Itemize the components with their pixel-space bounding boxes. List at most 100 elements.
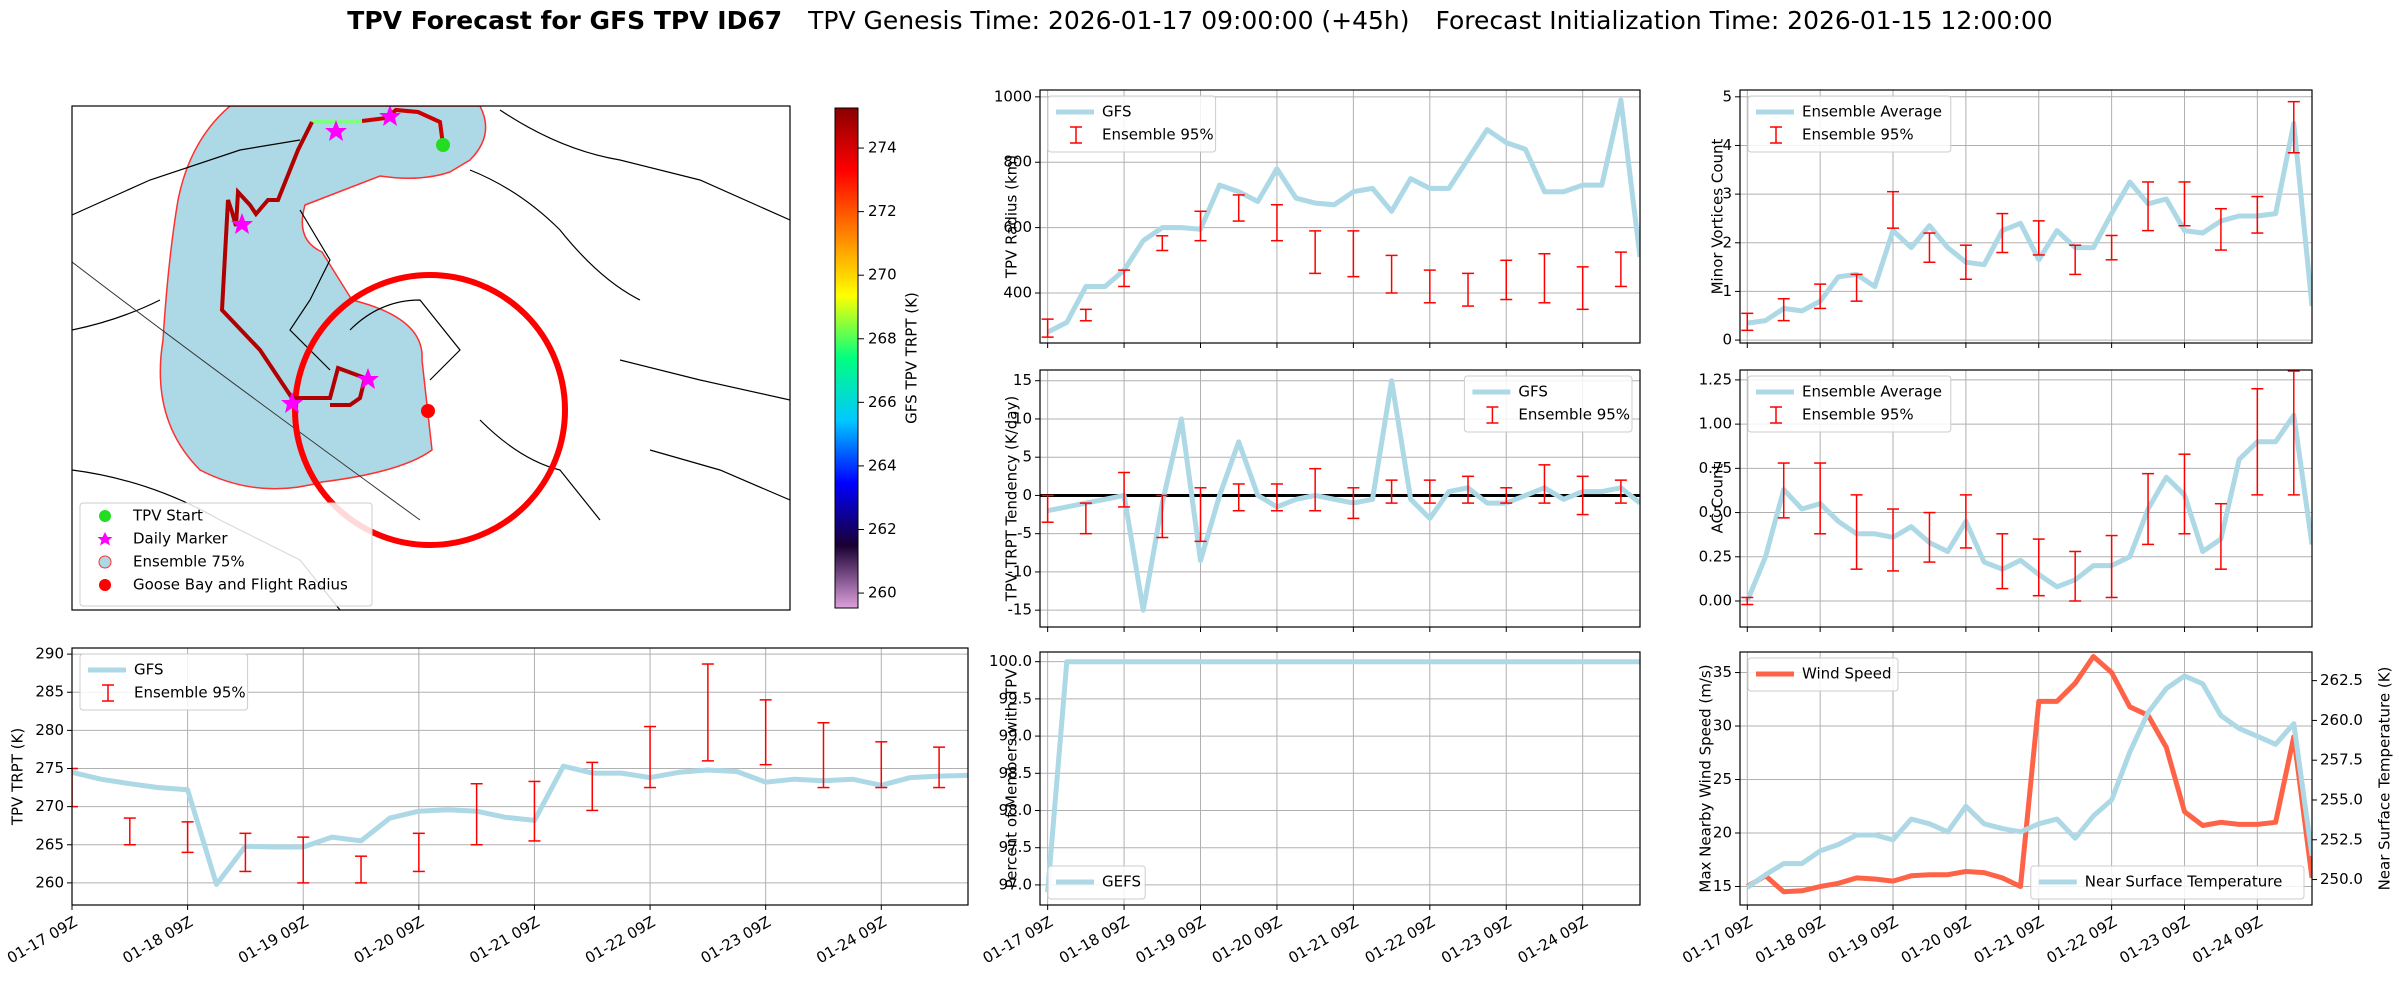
series-line xyxy=(1045,659,1640,893)
series-line xyxy=(1745,673,2312,890)
colorbar-tick-label: 268 xyxy=(868,329,897,347)
legend-label: GFS xyxy=(1518,383,1548,401)
error-bar xyxy=(644,725,657,789)
error-bar xyxy=(1887,190,1900,229)
legend-label: Ensemble 95% xyxy=(1802,126,1914,144)
error-bar xyxy=(1959,494,1972,549)
daily-marker xyxy=(357,368,379,389)
legend-label: Ensemble 95% xyxy=(1802,406,1914,424)
error-bar xyxy=(1777,297,1790,322)
error-bar xyxy=(701,663,714,762)
x-tick-label: 01-21 09Z xyxy=(1971,913,2047,967)
y-axis-label: Percent of Members with TPV xyxy=(1003,668,1021,889)
y-tick-label: 98.5 xyxy=(999,764,1032,782)
error-bar xyxy=(1118,269,1131,288)
colorbar-tick-label: 270 xyxy=(868,266,897,284)
error-bar xyxy=(1741,596,1754,606)
plot-frame xyxy=(71,647,969,906)
error-bar xyxy=(1156,494,1169,539)
error-bar xyxy=(1576,475,1589,516)
colorbar-tick-label: 264 xyxy=(868,456,897,474)
y-tick-label: 800 xyxy=(1003,153,1032,171)
error-bar xyxy=(2251,387,2264,496)
error-bar xyxy=(1270,483,1283,512)
error-bar xyxy=(72,767,78,808)
daily-marker xyxy=(231,213,253,234)
error-bar xyxy=(123,817,136,846)
y-tick-label: 260 xyxy=(35,873,64,891)
x-tick-label: 01-20 09Z xyxy=(1898,913,1974,967)
daily-marker xyxy=(325,120,347,141)
error-bar xyxy=(1814,283,1827,310)
error-bar xyxy=(1614,479,1627,504)
tpv-start xyxy=(436,138,450,152)
legend-label: Goose Bay and Flight Radius xyxy=(133,576,348,594)
error-bar xyxy=(2214,207,2227,251)
daily-marker xyxy=(379,106,401,126)
error-bar xyxy=(1347,487,1360,520)
series-line xyxy=(1746,654,2312,895)
x-tick-label: 01-17 09Z xyxy=(1679,913,1755,967)
goose-bay xyxy=(421,404,435,418)
legend-label: Ensemble 95% xyxy=(1518,406,1630,424)
x-tick-label: 01-22 09Z xyxy=(1362,913,1438,967)
daily-markers xyxy=(231,106,401,413)
error-bar xyxy=(1996,533,2009,590)
plot-frame xyxy=(1039,369,1641,628)
y-tick-label: 270 xyxy=(35,797,64,815)
y-tick-label: 0 xyxy=(1722,331,1732,349)
x-tick-label: 01-19 09Z xyxy=(1132,913,1208,967)
error-bar xyxy=(1347,230,1360,278)
x-tick-label: 01-21 09Z xyxy=(466,913,542,967)
daily-marker xyxy=(281,392,303,413)
ensemble-area xyxy=(159,106,487,490)
y2-tick-label: 252.5 xyxy=(2320,830,2363,848)
y-tick-label: 15 xyxy=(1013,371,1032,389)
y-tick-label: 25 xyxy=(1713,770,1732,788)
x-tick-label: 01-18 09Z xyxy=(120,913,196,967)
error-bar xyxy=(528,780,541,842)
error-bar xyxy=(1194,487,1207,543)
x-tick-label: 01-17 09Z xyxy=(4,913,80,967)
y-tick-label: -5 xyxy=(1017,524,1032,542)
x-tick-label: 01-19 09Z xyxy=(235,913,311,967)
y2-tick-label: 262.5 xyxy=(2320,671,2363,689)
error-bar xyxy=(1309,230,1322,275)
plot-content xyxy=(72,663,968,887)
error-bar xyxy=(297,836,310,884)
map: TPV Start Daily Marker Ensemble 75% Goos… xyxy=(71,105,921,611)
x-tick-label: 01-22 09Z xyxy=(2044,913,2120,967)
error-bar xyxy=(1777,462,1790,519)
y-tick-label: 290 xyxy=(35,645,64,663)
error-bar xyxy=(470,782,483,846)
error-bar xyxy=(1887,508,1900,572)
y2-tick-label: 255.0 xyxy=(2320,790,2363,808)
legend-label: TPV Start xyxy=(132,507,203,525)
error-bar xyxy=(1041,494,1054,523)
colorbar xyxy=(834,107,859,609)
error-bar xyxy=(1538,253,1551,304)
y2-tick-label: 260.0 xyxy=(2320,711,2363,729)
error-bar xyxy=(1923,511,1936,563)
x-tick-label: 01-24 09Z xyxy=(1515,913,1591,967)
plot-frame xyxy=(1739,651,2313,906)
error-bar xyxy=(1850,494,1863,570)
legend xyxy=(1047,865,1146,900)
y-tick-label: 100.0 xyxy=(989,652,1032,670)
legend-marker xyxy=(99,510,111,522)
border xyxy=(72,261,421,521)
legend-label: GFS xyxy=(134,661,164,679)
y-tick-label: 99.5 xyxy=(999,689,1032,707)
plot-frame xyxy=(1739,369,2313,628)
error-bar xyxy=(1079,502,1092,535)
error-bar xyxy=(1576,266,1589,311)
error-bar xyxy=(2178,453,2191,535)
y-tick-label: 275 xyxy=(35,759,64,777)
series-line xyxy=(1744,412,2312,602)
series-line xyxy=(1046,97,1640,335)
legend-marker xyxy=(99,579,111,591)
error-bar xyxy=(1041,318,1054,338)
legend-label: Ensemble Average xyxy=(1802,103,1942,121)
legend-label: Ensemble Average xyxy=(1802,383,1942,401)
error-bar xyxy=(2032,220,2045,256)
